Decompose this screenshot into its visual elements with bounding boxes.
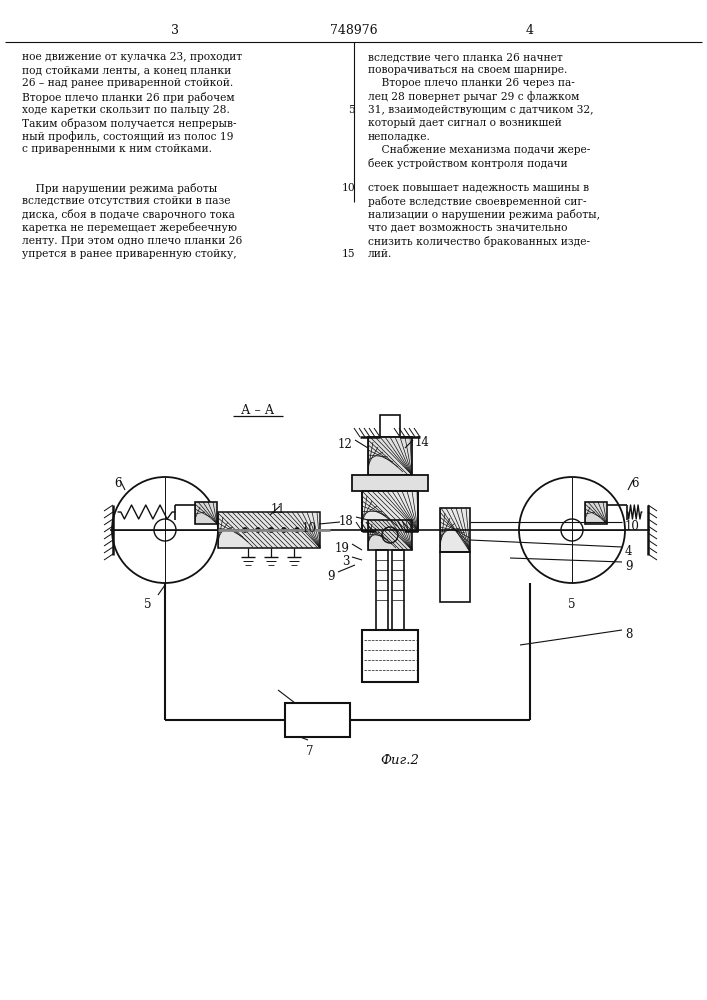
Circle shape	[281, 528, 286, 532]
Bar	[218, 512, 320, 548]
Bar	[440, 508, 470, 552]
Text: 9: 9	[327, 570, 335, 583]
Text: вследствие чего планка 26 начнет: вследствие чего планка 26 начнет	[368, 52, 563, 62]
Circle shape	[269, 528, 274, 532]
Text: ное движение от кулачка 23, проходит: ное движение от кулачка 23, проходит	[22, 52, 242, 62]
Bar	[362, 491, 418, 531]
Text: нализации о нарушении режима работы,: нализации о нарушении режима работы,	[368, 209, 600, 220]
Text: 19: 19	[335, 542, 350, 555]
Text: 31, взаимодействующим с датчиком 32,: 31, взаимодействующим с датчиком 32,	[368, 105, 593, 115]
Text: Фиг.2: Фиг.2	[380, 754, 419, 767]
Text: 3: 3	[342, 555, 350, 568]
Bar	[368, 520, 412, 550]
Circle shape	[255, 528, 260, 532]
Text: 8: 8	[625, 628, 632, 641]
Circle shape	[243, 528, 247, 532]
Text: поворачиваться на своем шарнире.: поворачиваться на своем шарнире.	[368, 65, 568, 75]
Bar	[195, 502, 217, 524]
Text: ленту. При этом одно плечо планки 26: ленту. При этом одно плечо планки 26	[22, 236, 243, 246]
Text: 5: 5	[349, 105, 355, 115]
Text: лий.: лий.	[368, 249, 392, 259]
Text: вследствие отсутствия стойки в пазе: вследствие отсутствия стойки в пазе	[22, 196, 230, 206]
Text: снизить количество бракованных изде-: снизить количество бракованных изде-	[368, 236, 590, 247]
Bar	[585, 502, 607, 524]
Text: 7: 7	[306, 745, 314, 758]
Text: 11: 11	[271, 503, 286, 516]
Text: 3: 3	[171, 23, 179, 36]
Text: 12: 12	[337, 438, 352, 451]
Bar	[368, 437, 412, 475]
Text: 18: 18	[338, 515, 353, 528]
Text: 4: 4	[625, 545, 633, 558]
Text: Второе плечо планки 26 при рабочем: Второе плечо планки 26 при рабочем	[22, 92, 235, 103]
Text: 4: 4	[526, 23, 534, 36]
Text: 10: 10	[625, 520, 640, 533]
Text: 748976: 748976	[330, 23, 378, 36]
Text: 5: 5	[144, 598, 152, 611]
Text: 15: 15	[341, 249, 355, 259]
Bar	[380, 415, 400, 437]
Text: При нарушении режима работы: При нарушении режима работы	[22, 183, 217, 194]
Text: А – А: А – А	[241, 403, 274, 416]
Bar	[352, 475, 428, 491]
Text: с приваренными к ним стойками.: с приваренными к ним стойками.	[22, 144, 212, 154]
Text: диска, сбоя в подаче сварочного тока: диска, сбоя в подаче сварочного тока	[22, 209, 235, 220]
Text: беек устройством контроля подачи: беек устройством контроля подачи	[368, 158, 568, 169]
Bar	[376, 550, 388, 630]
Text: лец 28 повернет рычаг 29 с флажком: лец 28 повернет рычаг 29 с флажком	[368, 92, 579, 102]
Bar	[440, 552, 470, 602]
Text: неполадке.: неполадке.	[368, 131, 431, 141]
Text: что дает возможность значительно: что дает возможность значительно	[368, 222, 568, 232]
Text: Снабжение механизма подачи жере-: Снабжение механизма подачи жере-	[368, 144, 590, 155]
Text: каретка не перемещает жеребеечную: каретка не перемещает жеребеечную	[22, 222, 237, 233]
Text: упрется в ранее приваренную стойку,: упрется в ранее приваренную стойку,	[22, 249, 237, 259]
Text: 26 – над ранее приваренной стойкой.: 26 – над ранее приваренной стойкой.	[22, 78, 233, 88]
Bar	[285, 703, 350, 737]
Text: 6: 6	[115, 477, 122, 490]
Text: 5: 5	[568, 598, 575, 611]
Text: 10: 10	[302, 522, 317, 535]
Text: 14: 14	[415, 436, 430, 449]
Text: Таким образом получается непрерыв-: Таким образом получается непрерыв-	[22, 118, 237, 129]
Text: 10: 10	[341, 183, 355, 193]
Circle shape	[295, 528, 300, 532]
Text: работе вследствие своевременной сиг-: работе вследствие своевременной сиг-	[368, 196, 587, 207]
Text: ходе каретки скользит по пальцу 28.: ходе каретки скользит по пальцу 28.	[22, 105, 230, 115]
Text: 9: 9	[625, 560, 633, 573]
Text: под стойками ленты, а конец планки: под стойками ленты, а конец планки	[22, 65, 231, 75]
Text: ный профиль, состоящий из полос 19: ный профиль, состоящий из полос 19	[22, 131, 233, 142]
Text: который дает сигнал о возникшей: который дает сигнал о возникшей	[368, 118, 562, 128]
Text: стоек повышает надежность машины в: стоек повышает надежность машины в	[368, 183, 589, 193]
Bar	[392, 550, 404, 630]
Text: Второе плечо планки 26 через па-: Второе плечо планки 26 через па-	[368, 78, 575, 88]
Bar	[362, 630, 418, 682]
Text: 6: 6	[631, 477, 638, 490]
